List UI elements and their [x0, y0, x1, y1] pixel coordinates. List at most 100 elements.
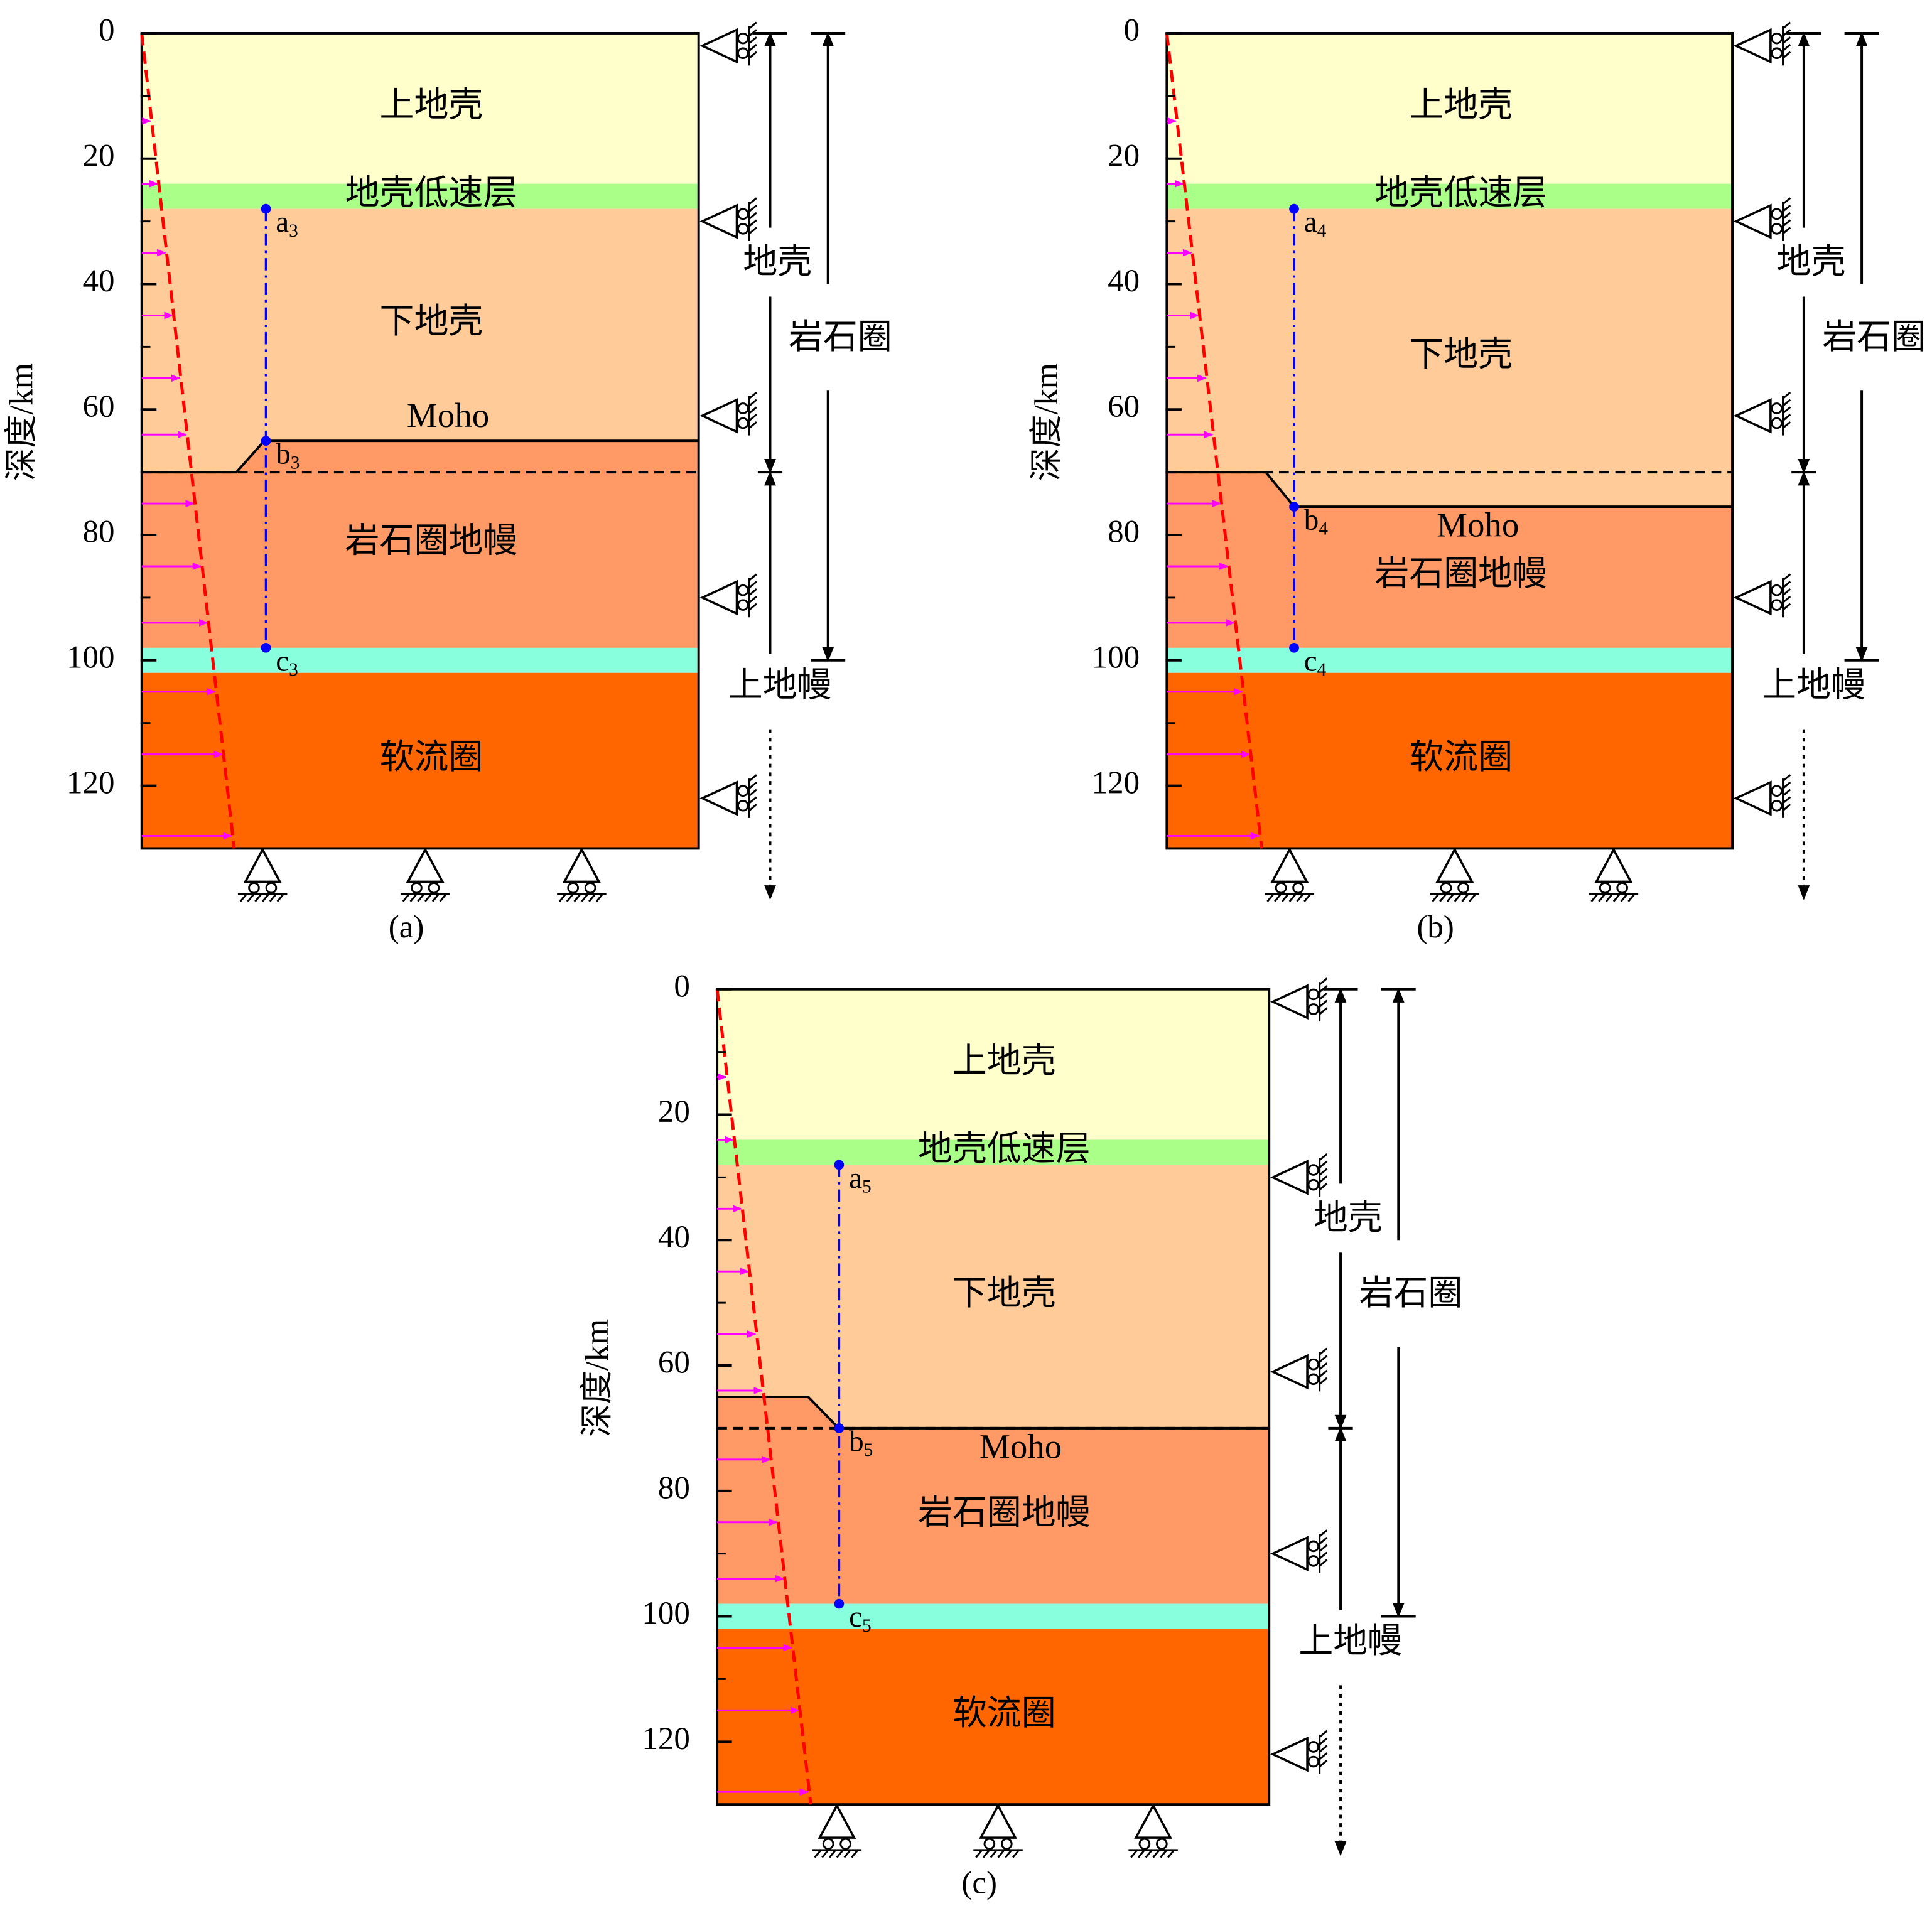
support [1270, 984, 1309, 1020]
support-hatch [1319, 1730, 1328, 1774]
y-axis-label: 深度/km [579, 1319, 615, 1437]
support-hatch [748, 573, 757, 618]
layer-label: 下地壳 [380, 302, 483, 340]
support-roller [1599, 881, 1611, 894]
y-tick-label: 80 [658, 1470, 690, 1505]
support-roller [737, 208, 749, 220]
support-roller [584, 881, 596, 894]
support-roller [1307, 1555, 1320, 1567]
support-roller [1307, 1003, 1320, 1015]
y-tick-label: 100 [67, 640, 115, 675]
support-hatch [1782, 21, 1791, 66]
support-roller [737, 402, 749, 414]
point-letter: c [276, 645, 289, 677]
crust-label: 地壳 [1314, 1198, 1383, 1237]
support-roller [839, 1838, 851, 1850]
y-axis-label: 深度/km [1028, 363, 1065, 481]
support-roller [737, 417, 749, 429]
layer [1167, 33, 1733, 184]
y-tick-label: 80 [83, 515, 115, 550]
layer [717, 1139, 1270, 1165]
y-tick-label: 40 [658, 1220, 690, 1255]
support [699, 780, 738, 816]
support [1733, 579, 1772, 616]
y-tick-label: 120 [67, 765, 115, 800]
support-hatch [237, 893, 288, 902]
layer-label: 岩石圈地幔 [918, 1493, 1091, 1531]
support-roller [737, 799, 749, 812]
profile-point [834, 1598, 845, 1609]
moho-label: Moho [1437, 506, 1519, 544]
support-roller [1771, 799, 1783, 812]
layer [1167, 472, 1733, 648]
profile-point [1289, 203, 1299, 214]
point-subscript: 3 [289, 221, 298, 241]
layer-label: 上地壳 [953, 1042, 1056, 1080]
layer [141, 672, 699, 849]
moho-label: Moho [407, 396, 489, 434]
y-tick-label: 20 [658, 1094, 690, 1129]
point-label: a3 [276, 206, 298, 241]
y-tick-label: 60 [658, 1345, 690, 1381]
point-subscript: 5 [862, 1177, 872, 1197]
support [562, 847, 601, 883]
support-roller [737, 599, 749, 611]
y-tick-label: 40 [83, 264, 115, 299]
support-roller [1457, 881, 1469, 894]
point-subscript: 5 [862, 1616, 872, 1636]
point-subscript: 4 [1317, 660, 1327, 680]
support-roller [1307, 1178, 1320, 1191]
point-letter: a [1304, 206, 1317, 239]
point-subscript: 4 [1319, 519, 1328, 539]
layer-label: 岩石圈地幔 [1374, 554, 1547, 593]
support-roller [1771, 584, 1783, 596]
support [1733, 780, 1772, 816]
layer [717, 1603, 1270, 1629]
support-hatch [748, 774, 757, 818]
upper-mantle-label: 上地幔 [1762, 665, 1865, 704]
layer [717, 1396, 1270, 1604]
point-label: b5 [849, 1425, 873, 1460]
support-roller [1771, 47, 1783, 60]
support-hatch [1782, 774, 1791, 818]
support [1270, 1536, 1309, 1571]
point-label: b4 [1304, 504, 1329, 539]
layer-label: 上地壳 [380, 85, 483, 124]
layer-label: 下地壳 [1409, 335, 1513, 373]
profile-point [834, 1160, 845, 1170]
layer [717, 1629, 1270, 1805]
y-tick-label: 100 [642, 1596, 690, 1631]
support-roller [1771, 785, 1783, 797]
profile-point [1289, 642, 1299, 653]
point-label: a5 [849, 1162, 872, 1197]
support-hatch [973, 1849, 1023, 1858]
support-hatch [1128, 1849, 1178, 1858]
support-roller [1307, 1540, 1320, 1553]
support [1594, 847, 1633, 883]
support-roller [1771, 599, 1783, 611]
layer-label: 岩石圈地幔 [345, 522, 518, 560]
load-profile [1165, 33, 1263, 849]
crust-label: 地壳 [1777, 242, 1846, 281]
support [243, 847, 282, 883]
lithosphere-label: 岩石圈 [1359, 1274, 1462, 1312]
profile-point [1289, 502, 1299, 512]
layer-label: 软流圈 [953, 1694, 1056, 1732]
y-tick-label: 0 [674, 969, 689, 1004]
support-roller [1307, 1373, 1320, 1386]
load-profile [140, 33, 236, 849]
layer [141, 441, 699, 648]
support-roller [265, 881, 278, 894]
y-tick-label: 120 [1092, 765, 1140, 800]
support-roller [1307, 1358, 1320, 1371]
support-roller [737, 32, 749, 45]
support [979, 1803, 1018, 1839]
point-label: c4 [1304, 645, 1327, 680]
support-roller [1307, 988, 1320, 1001]
profile-point [834, 1423, 845, 1433]
support-roller [1000, 1838, 1013, 1850]
support-roller [248, 881, 260, 894]
support-hatch [1319, 1529, 1328, 1574]
support-hatch [1430, 893, 1480, 902]
support [818, 1803, 856, 1839]
